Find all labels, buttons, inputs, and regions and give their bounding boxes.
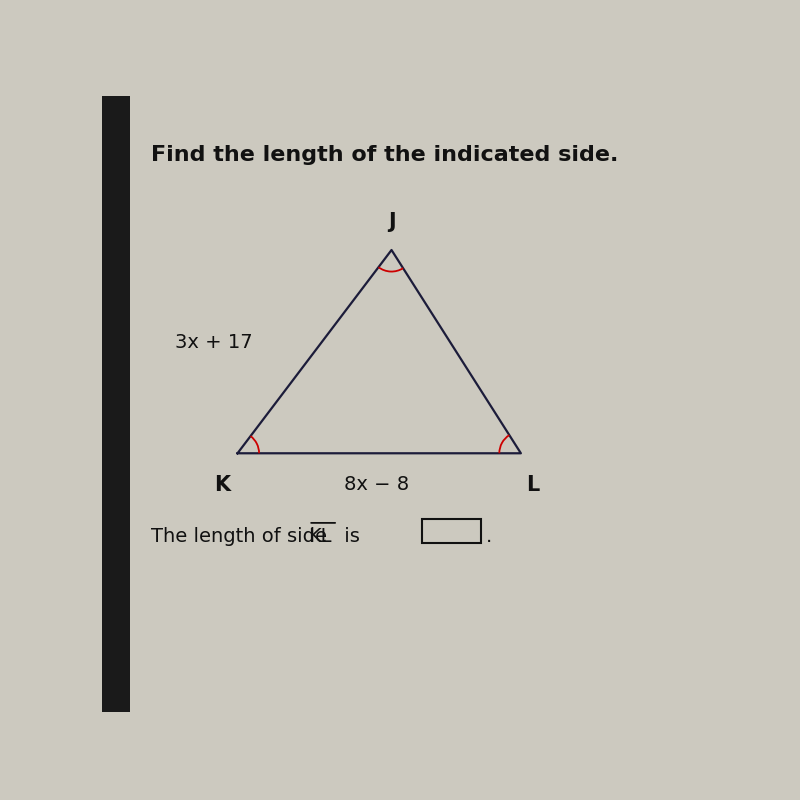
Text: L: L: [526, 475, 540, 495]
Text: 3x + 17: 3x + 17: [175, 333, 253, 352]
Text: J: J: [388, 211, 395, 231]
Bar: [422, 519, 481, 542]
Text: Find the length of the indicated side.: Find the length of the indicated side.: [151, 146, 618, 166]
Text: is: is: [338, 527, 366, 546]
Bar: [102, 96, 130, 712]
Text: 8x − 8: 8x − 8: [343, 475, 409, 494]
Text: KL: KL: [308, 527, 332, 546]
Text: K: K: [214, 475, 230, 495]
Text: The length of side: The length of side: [151, 527, 334, 546]
Text: .: .: [486, 527, 492, 546]
